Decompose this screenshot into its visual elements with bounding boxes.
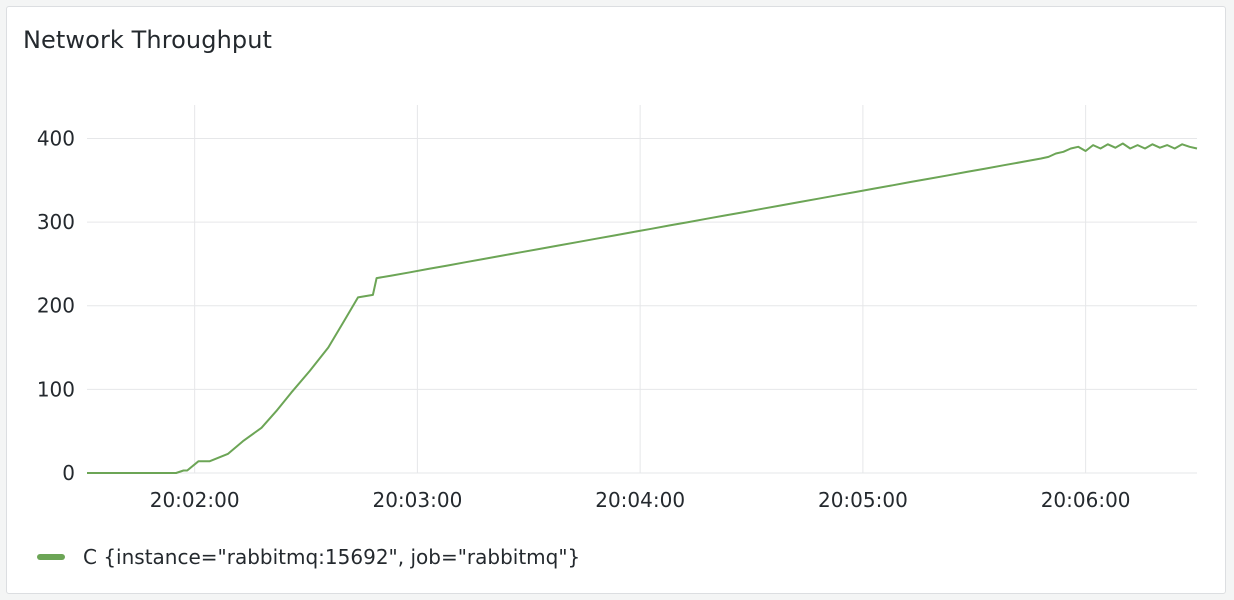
x-tick-label: 20:04:00 <box>595 488 685 512</box>
chart-panel: Network Throughput 0 100 200 300 400 20:02:00… <box>6 6 1226 594</box>
tick-layer: 0 100 200 300 400 20:02:00 20:03:00 20:04:00 20:… <box>37 126 1131 512</box>
x-tick-label: 20:06:00 <box>1041 488 1131 512</box>
panel-title: Network Throughput <box>23 26 273 54</box>
x-tick-label: 20:05:00 <box>818 488 908 512</box>
chart-plot-area: 0 100 200 300 400 20:02:00 20:03:00 20:04:00 20:… <box>37 105 1198 512</box>
legend-item[interactable]: C {instance="rabbitmq:15692", job="rabbi… <box>37 545 580 569</box>
legend-swatch <box>37 554 65 560</box>
y-tick-label: 300 <box>37 210 75 234</box>
series-layer <box>87 142 1198 474</box>
legend-label: C {instance="rabbitmq:15692", job="rabbi… <box>83 545 581 569</box>
y-tick-label: 400 <box>37 126 75 150</box>
grid-layer <box>87 105 1197 474</box>
x-tick-label: 20:02:00 <box>150 488 240 512</box>
y-tick-label: 0 <box>62 461 75 485</box>
x-tick-label: 20:03:00 <box>372 488 462 512</box>
y-tick-label: 100 <box>37 377 75 401</box>
series-line[interactable] <box>87 142 1198 474</box>
y-tick-label: 200 <box>37 294 75 318</box>
